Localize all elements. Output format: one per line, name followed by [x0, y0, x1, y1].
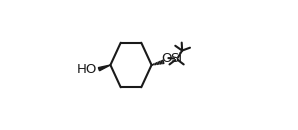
Text: O: O: [161, 52, 172, 65]
Text: HO: HO: [77, 63, 97, 76]
Text: Si: Si: [170, 52, 183, 65]
Polygon shape: [98, 65, 111, 71]
